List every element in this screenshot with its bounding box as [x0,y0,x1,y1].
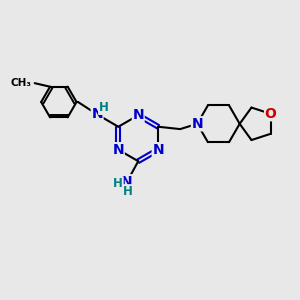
Text: N: N [91,107,103,122]
Text: H: H [99,101,109,114]
Text: N: N [112,143,124,157]
Text: CH₃: CH₃ [11,78,32,88]
Text: N: N [132,108,144,122]
Text: N: N [191,117,203,131]
Text: N: N [152,143,164,157]
Text: N: N [121,175,133,189]
Text: H: H [113,177,123,190]
Text: H: H [123,185,133,198]
Text: O: O [265,107,277,121]
